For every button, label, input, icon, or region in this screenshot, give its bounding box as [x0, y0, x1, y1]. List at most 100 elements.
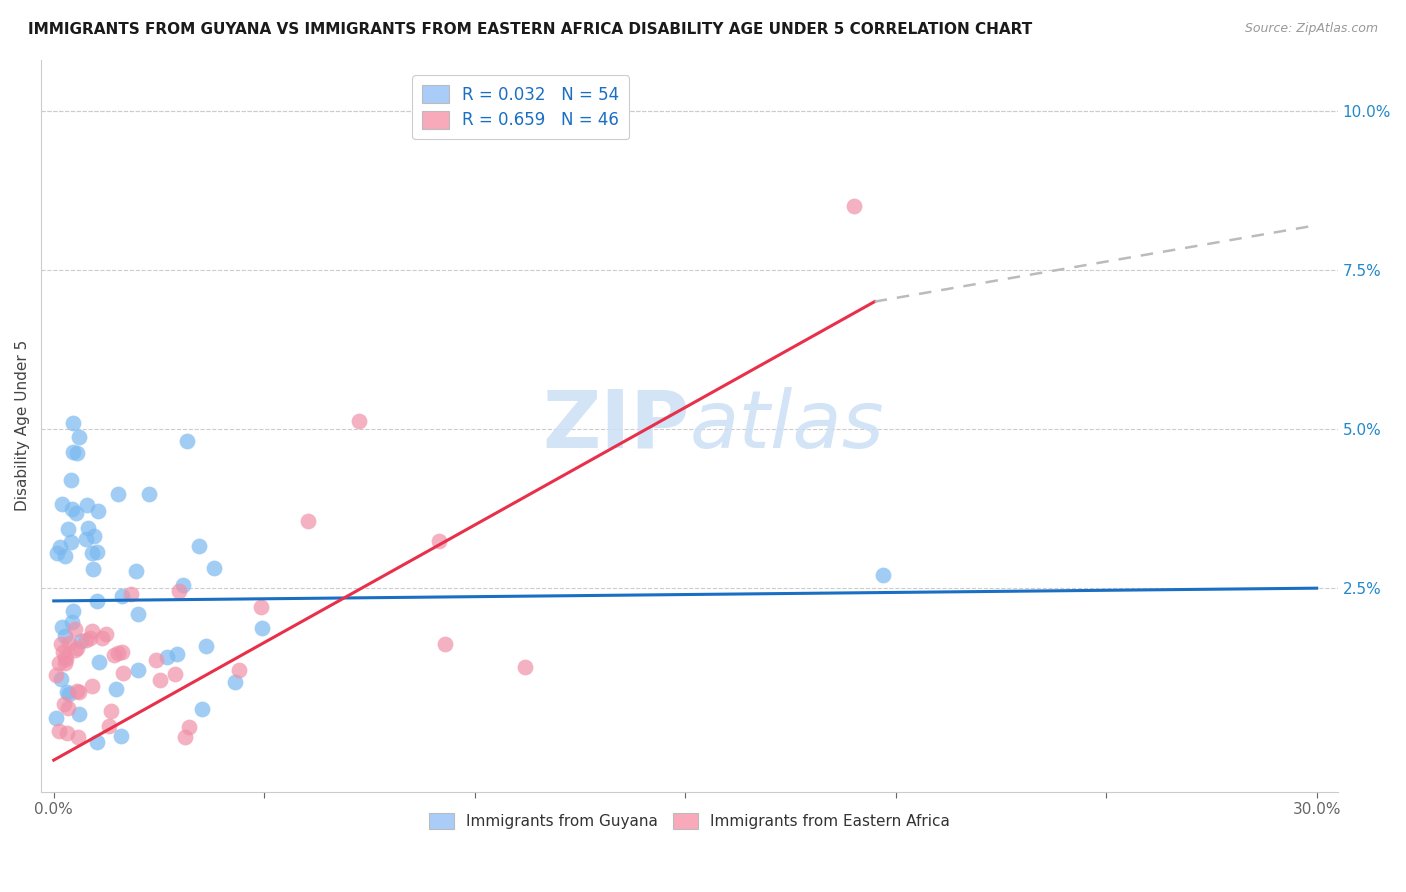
- Point: [65, 506, 87, 520]
- Text: atlas: atlas: [689, 387, 884, 465]
- Point: [176, 434, 198, 448]
- Point: [349, 413, 371, 427]
- Point: [86, 545, 108, 559]
- Point: [842, 199, 865, 213]
- Point: [174, 730, 197, 744]
- Point: [62, 604, 84, 618]
- Point: [52, 698, 75, 712]
- Point: [59, 473, 82, 487]
- Point: [167, 584, 190, 599]
- Point: [103, 648, 125, 663]
- Point: [250, 600, 273, 615]
- Point: [49, 637, 72, 651]
- Point: [65, 622, 87, 636]
- Legend: Immigrants from Guyana, Immigrants from Eastern Africa: Immigrants from Guyana, Immigrants from …: [423, 806, 956, 836]
- Text: Source: ZipAtlas.com: Source: ZipAtlas.com: [1244, 22, 1378, 36]
- Point: [250, 621, 273, 635]
- Point: [156, 649, 179, 664]
- Point: [58, 687, 80, 701]
- Point: [872, 568, 894, 582]
- Text: ZIP: ZIP: [543, 387, 689, 465]
- Point: [80, 546, 103, 560]
- Point: [46, 546, 69, 560]
- Point: [67, 684, 90, 698]
- Point: [66, 640, 89, 655]
- Point: [91, 631, 114, 645]
- Point: [125, 564, 148, 578]
- Point: [56, 701, 79, 715]
- Point: [120, 587, 142, 601]
- Point: [51, 645, 73, 659]
- Point: [76, 498, 98, 512]
- Point: [45, 711, 67, 725]
- Point: [67, 430, 90, 444]
- Point: [58, 636, 80, 650]
- Point: [433, 637, 456, 651]
- Point: [163, 667, 186, 681]
- Point: [67, 706, 90, 721]
- Point: [107, 646, 129, 660]
- Point: [87, 504, 110, 518]
- Point: [75, 633, 97, 648]
- Point: [224, 675, 246, 690]
- Point: [191, 702, 214, 716]
- Point: [172, 578, 194, 592]
- Point: [138, 487, 160, 501]
- Point: [82, 680, 104, 694]
- Point: [53, 549, 76, 564]
- Point: [86, 735, 108, 749]
- Point: [48, 656, 70, 670]
- Point: [202, 561, 225, 575]
- Point: [429, 534, 451, 549]
- Point: [49, 540, 72, 554]
- Point: [98, 719, 121, 733]
- Point: [59, 535, 82, 549]
- Point: [149, 673, 172, 687]
- Y-axis label: Disability Age Under 5: Disability Age Under 5: [15, 340, 30, 511]
- Point: [49, 673, 72, 687]
- Point: [127, 663, 149, 677]
- Point: [45, 668, 67, 682]
- Point: [228, 663, 250, 677]
- Point: [62, 445, 84, 459]
- Point: [65, 643, 87, 657]
- Point: [67, 731, 90, 745]
- Point: [112, 666, 135, 681]
- Point: [188, 539, 211, 553]
- Point: [195, 639, 218, 653]
- Point: [100, 704, 122, 718]
- Point: [51, 620, 73, 634]
- Point: [55, 651, 77, 665]
- Point: [177, 720, 200, 734]
- Point: [55, 726, 77, 740]
- Point: [83, 529, 105, 543]
- Point: [79, 631, 101, 645]
- Point: [60, 501, 83, 516]
- Point: [107, 487, 129, 501]
- Point: [76, 521, 98, 535]
- Point: [166, 647, 188, 661]
- Point: [69, 633, 91, 648]
- Point: [105, 681, 128, 696]
- Point: [51, 497, 73, 511]
- Point: [94, 627, 117, 641]
- Point: [82, 561, 104, 575]
- Point: [515, 660, 537, 674]
- Point: [53, 656, 76, 670]
- Point: [297, 514, 319, 528]
- Point: [75, 532, 97, 546]
- Point: [110, 589, 132, 603]
- Point: [56, 684, 79, 698]
- Point: [48, 724, 70, 739]
- Point: [53, 650, 76, 665]
- Point: [110, 729, 132, 743]
- Text: IMMIGRANTS FROM GUYANA VS IMMIGRANTS FROM EASTERN AFRICA DISABILITY AGE UNDER 5 : IMMIGRANTS FROM GUYANA VS IMMIGRANTS FRO…: [28, 22, 1032, 37]
- Point: [82, 624, 104, 639]
- Point: [87, 655, 110, 669]
- Point: [145, 653, 167, 667]
- Point: [127, 607, 149, 621]
- Point: [62, 615, 84, 630]
- Point: [56, 521, 79, 535]
- Point: [86, 594, 108, 608]
- Point: [55, 629, 77, 643]
